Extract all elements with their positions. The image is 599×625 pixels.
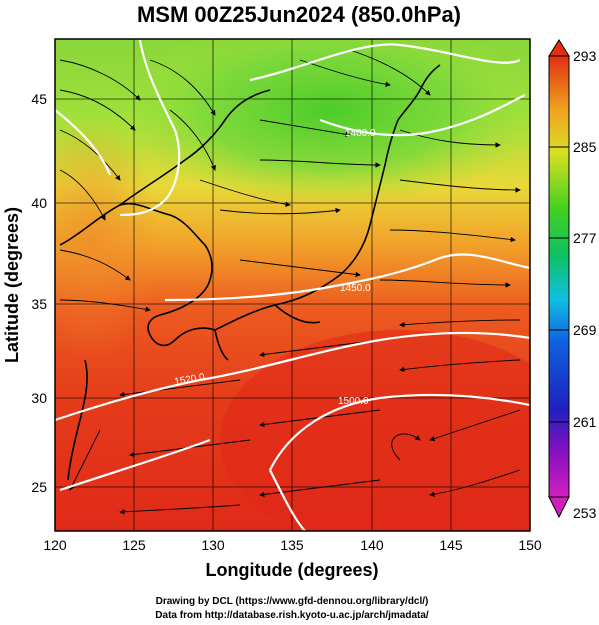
warm-region-west <box>55 120 160 360</box>
y-tick-label: 45 <box>31 91 47 107</box>
colorbar-tick-label: 285 <box>573 139 597 155</box>
colorbar: 293 285 277 269 261 253 <box>548 39 597 521</box>
contour-label-1520: 1520.0 <box>174 372 206 388</box>
grid-lines <box>55 39 530 531</box>
y-axis: 25 30 35 40 45 Latitude (degrees) <box>2 91 47 495</box>
chart-title: MSM 00Z25Jun2024 (850.0hPa) <box>137 2 461 27</box>
y-tick-label: 25 <box>31 479 47 495</box>
plot-frame <box>54 38 531 532</box>
colorbar-tick-label: 277 <box>573 230 597 246</box>
x-tick-label: 150 <box>518 537 542 553</box>
x-tick-label: 120 <box>43 537 67 553</box>
x-tick-label: 125 <box>122 537 146 553</box>
x-tick-label: 135 <box>280 537 304 553</box>
credit-line-2: Data from http://database.rish.kyoto-u.a… <box>155 610 429 621</box>
streamlines <box>59 49 521 515</box>
x-tick-label: 130 <box>201 537 225 553</box>
y-tick-label: 30 <box>31 390 47 406</box>
y-tick-label: 35 <box>31 296 47 312</box>
coastlines <box>59 64 441 481</box>
y-tick-label: 40 <box>31 195 47 211</box>
colorbar-tick-label: 293 <box>573 48 597 64</box>
contour-label-1450: 1450.0 <box>340 283 371 294</box>
credit-line-1: Drawing by DCL (https://www.gfd-dennou.o… <box>156 596 429 607</box>
x-tick-label: 140 <box>360 537 384 553</box>
cool-region <box>120 39 530 205</box>
x-axis: 120 125 130 135 140 145 150 Longitude (d… <box>43 537 542 580</box>
colorbar-tick-label: 253 <box>573 505 597 521</box>
colorbar-tick-label: 261 <box>573 414 597 430</box>
y-axis-title: Latitude (degrees) <box>2 207 22 363</box>
plot-area: 1400.0 1450.0 1520.0 1500.0 <box>55 39 530 531</box>
x-axis-title: Longitude (degrees) <box>205 560 378 580</box>
hot-region-south <box>220 330 530 531</box>
height-contours <box>55 39 530 531</box>
x-tick-label: 145 <box>439 537 463 553</box>
colorbar-tick-label: 269 <box>573 322 597 338</box>
contour-label-1400: 1400.0 <box>345 128 376 139</box>
colorbar-bar <box>548 55 570 498</box>
colorbar-bottom-arrow <box>548 496 570 519</box>
colorbar-top-arrow <box>548 39 570 57</box>
contour-label-1500: 1500.0 <box>338 396 369 407</box>
